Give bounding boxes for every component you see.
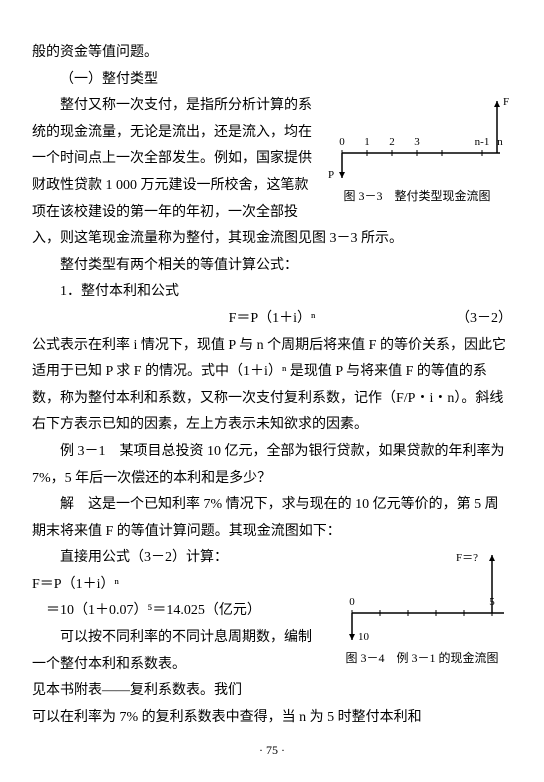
paragraph: 公式表示在利率 i 情况下，现值 P 与 n 个周期后将来值 F 的等价关系，因… [32, 333, 512, 439]
list-item: 1．整付本利和公式 [32, 279, 512, 306]
svg-text:n-1: n-1 [475, 136, 490, 148]
figure-3-3-caption: 图 3－3 整付类型现金流图 [322, 185, 512, 208]
svg-text:2: 2 [389, 136, 395, 148]
svg-text:P: P [328, 169, 334, 181]
formula-number: （3－2） [456, 306, 512, 333]
example-3-1: 例 3－1 某项目总投资 10 亿元，全部为银行贷款，如果贷款的年利率为 7%，… [32, 439, 512, 492]
svg-text:10: 10 [358, 631, 370, 643]
svg-text:F: F [503, 96, 509, 108]
section-heading: （一）整付类型 [32, 67, 512, 94]
page-number: · 75 · [32, 739, 512, 762]
formula-3-2: F＝P（1＋i）ⁿ （3－2） [32, 306, 512, 333]
svg-text:1: 1 [364, 136, 370, 148]
figure-3-4-caption: 图 3－4 例 3－1 的现金流图 [332, 647, 512, 670]
paragraph: 可以在利率为 7% 的复利系数表中查得，当 n 为 5 时整付本利和 [32, 705, 512, 732]
svg-text:3: 3 [414, 136, 420, 148]
figure-3-3: 0 1 2 3 n-1 n F P 图 3－3 整付类型现金流图 [322, 93, 512, 208]
cashflow-diagram-icon: 05 F＝? 10 [332, 545, 512, 645]
paragraph: 整付类型有两个相关的等值计算公式： [32, 253, 512, 280]
svg-text:n: n [497, 136, 503, 148]
figure-3-4: 05 F＝? 10 图 3－4 例 3－1 的现金流图 [332, 545, 512, 670]
solution-paragraph: 解 这是一个已知利率 7% 情况下，求与现在的 10 亿元等价的，第 5 周期末… [32, 492, 512, 545]
svg-text:0: 0 [349, 596, 355, 608]
svg-text:0: 0 [339, 136, 345, 148]
svg-text:F＝?: F＝? [456, 552, 478, 564]
formula-expression: F＝P（1＋i）ⁿ [229, 306, 316, 333]
paragraph: 见本书附表——复利系数表。我们 [32, 678, 512, 705]
paragraph-continuation: 般的资金等值问题。 [32, 40, 512, 67]
cashflow-diagram-icon: 0 1 2 3 n-1 n F P [322, 93, 512, 183]
